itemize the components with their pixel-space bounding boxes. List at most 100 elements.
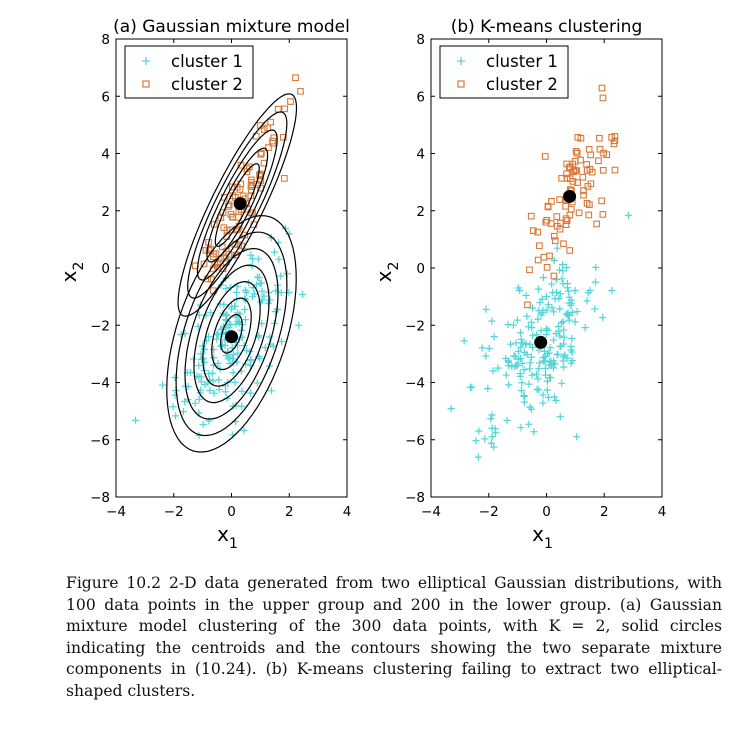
data-point: [540, 347, 549, 356]
data-point: [543, 386, 552, 394]
data-point: [540, 357, 549, 365]
data-point: [488, 411, 496, 419]
data-point: [232, 288, 241, 296]
data-point: [546, 252, 553, 260]
data-point: [564, 287, 572, 295]
legend-marker-plus: [142, 57, 150, 65]
y-tick-label: −2: [405, 318, 425, 334]
data-point: [528, 371, 536, 379]
data-point: [131, 416, 140, 424]
data-point: [599, 166, 607, 174]
data-point: [516, 329, 525, 337]
data-point: [554, 323, 562, 331]
data-point: [229, 213, 236, 221]
data-point: [599, 211, 607, 218]
data-point: [571, 157, 579, 165]
data-point: [299, 290, 307, 299]
data-point: [231, 302, 239, 310]
data-point: [545, 361, 553, 369]
data-point: [490, 333, 498, 341]
data-point: [563, 217, 571, 224]
data-point: [579, 173, 587, 181]
data-point: [595, 157, 602, 165]
data-point: [524, 301, 531, 309]
caption-text: 2-D data generated from two elliptical G…: [66, 574, 722, 700]
data-point: [247, 183, 255, 190]
data-point: [229, 351, 238, 359]
data-point: [596, 145, 604, 153]
data-point: [551, 237, 559, 245]
data-point: [485, 344, 493, 353]
contour-line: [206, 147, 269, 263]
data-point: [221, 254, 229, 262]
data-point: [580, 191, 587, 199]
data-point: [541, 364, 550, 372]
data-point: [287, 98, 294, 105]
data-point: [171, 391, 179, 399]
data-point: [220, 301, 228, 309]
data-point: [487, 415, 495, 423]
centroid-marker: [534, 335, 548, 349]
data-point: [195, 361, 203, 370]
data-point: [551, 295, 559, 303]
data-point: [172, 412, 180, 420]
data-point: [522, 291, 530, 299]
data-point: [558, 261, 567, 269]
data-point: [490, 443, 498, 451]
y-tick-label: 2: [416, 204, 425, 220]
data-point: [559, 280, 567, 288]
data-point: [581, 324, 589, 332]
data-point: [598, 197, 605, 205]
data-point: [277, 272, 285, 280]
x-tick-label: −4: [421, 504, 441, 520]
plot-area: [131, 74, 307, 453]
data-point: [527, 212, 535, 220]
data-point: [537, 311, 545, 319]
data-point: [517, 335, 525, 343]
data-point: [541, 371, 550, 379]
legend: cluster 1 cluster 2: [124, 45, 254, 99]
data-point: [592, 263, 600, 271]
y-tick-label: −8: [405, 490, 425, 506]
data-point: [539, 306, 547, 314]
data-point: [491, 429, 500, 437]
data-point: [177, 331, 185, 339]
data-point: [468, 383, 476, 391]
x-axis-label: x1: [532, 522, 553, 552]
y-axis-label: x2: [57, 262, 87, 283]
data-point: [544, 301, 552, 309]
data-point: [228, 183, 236, 191]
data-point: [256, 279, 264, 288]
data-point: [532, 370, 541, 378]
data-point: [179, 408, 187, 416]
data-point: [525, 380, 533, 388]
data-point: [577, 156, 584, 164]
data-point: [556, 342, 564, 351]
data-point: [570, 168, 577, 176]
data-point: [247, 389, 255, 397]
data-point: [527, 318, 536, 326]
data-point: [573, 149, 581, 157]
data-point: [552, 288, 561, 296]
y-axis-label-subscript: 2: [386, 262, 402, 271]
data-point: [214, 263, 221, 271]
data-point: [556, 332, 564, 340]
data-point: [258, 287, 266, 295]
data-point: [205, 247, 213, 254]
data-point: [539, 274, 548, 282]
data-point: [295, 321, 303, 329]
data-point: [475, 427, 483, 435]
data-point: [558, 379, 566, 387]
data-point: [524, 323, 533, 331]
data-point: [536, 359, 544, 367]
x-tick-label: 4: [343, 504, 352, 520]
data-point: [537, 326, 545, 335]
caption-label: Figure 10.2: [66, 574, 162, 592]
contour-line: [175, 231, 288, 437]
y-tick-label: −8: [90, 490, 110, 506]
data-point: [553, 244, 561, 252]
contour-line: [184, 247, 279, 420]
data-point: [565, 316, 573, 324]
centroid-marker: [233, 197, 247, 211]
data-point: [205, 332, 213, 341]
